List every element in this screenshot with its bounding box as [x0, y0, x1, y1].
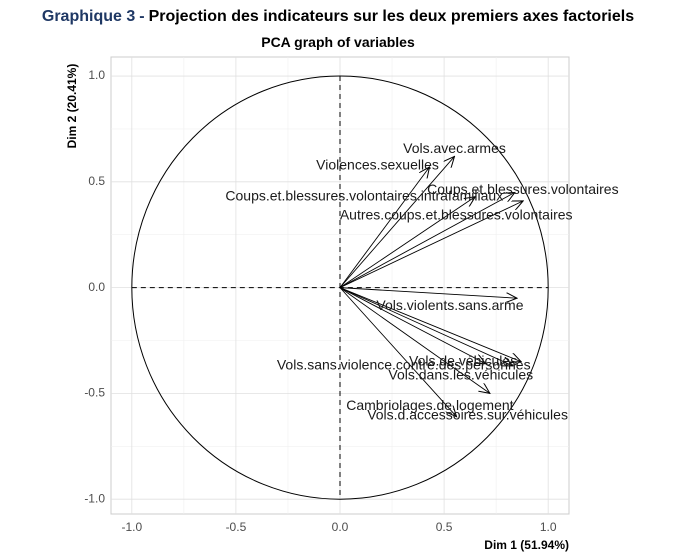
variable-arrow: [339, 167, 430, 288]
x-axis-title: Dim 1 (51.94%): [484, 538, 569, 552]
x-tick-label: -0.5: [226, 520, 247, 534]
variable-arrow: [339, 201, 523, 289]
variable-label: Violences.sexuelles: [316, 157, 439, 173]
y-tick-label: -1.0: [84, 491, 105, 505]
variable-arrow: [339, 287, 517, 299]
x-tick-label: 0.0: [332, 520, 349, 534]
circle-outline: [131, 75, 549, 500]
y-tick-label: 0.5: [88, 174, 105, 188]
y-axis-title: Dim 2 (20.41%): [65, 64, 79, 149]
variable-arrow: [339, 192, 515, 289]
x-tick-label: -1.0: [121, 520, 142, 534]
variable-arrows: [339, 156, 523, 417]
figure-label-separator: -: [139, 8, 145, 25]
y-tick-label: 0.0: [88, 280, 105, 294]
variable-arrow: [339, 287, 457, 417]
variable-arrow: [339, 287, 486, 364]
variable-label: Coups.et.blessures.volontaires.intrafami…: [225, 187, 503, 203]
variable-label: Vols.d.accessoires.sur.véhicules: [367, 406, 568, 422]
variable-label: Autres.coups.et.blessures.volontaires: [340, 207, 573, 223]
variable-label: Vols.dans.les.véhicules: [388, 367, 533, 383]
variable-arrow: [339, 287, 513, 366]
variable-label: Coups.et.blessures.volontaires: [427, 181, 618, 197]
figure-label: Graphique 3: [41, 8, 136, 25]
variable-label: Cambriolages.de.logement: [346, 397, 513, 413]
tick-labels: -1.0 -0.5 0.0 0.5 1.0 -1.0 -0.5 0.0 0.5 1.0: [84, 68, 557, 534]
chart-title: PCA graph of variables: [261, 34, 415, 50]
variable-arrow: [339, 197, 475, 288]
variable-arrow: [339, 287, 490, 394]
y-tick-label: -0.5: [84, 386, 105, 400]
variable-label: Vols.sans.violence.contre.des.personnes: [277, 356, 531, 372]
y-tick-label: 1.0: [88, 68, 105, 82]
x-tick-label: 0.5: [436, 520, 453, 534]
variable-label: Vols.avec.armes: [403, 140, 506, 156]
x-tick-label: 1.0: [540, 520, 557, 534]
variable-arrow: [339, 287, 521, 362]
variable-arrow: [339, 156, 455, 288]
variable-label: Vols.violents.sans.arme: [376, 297, 523, 313]
figure-header: Graphique 3- Projection des indicateurs s…: [0, 8, 676, 26]
figure-title: Projection des indicateurs sur les deux …: [148, 8, 635, 25]
variable-label: Vols.de.véhicules: [409, 352, 517, 368]
correlation-circle: [131, 75, 549, 500]
